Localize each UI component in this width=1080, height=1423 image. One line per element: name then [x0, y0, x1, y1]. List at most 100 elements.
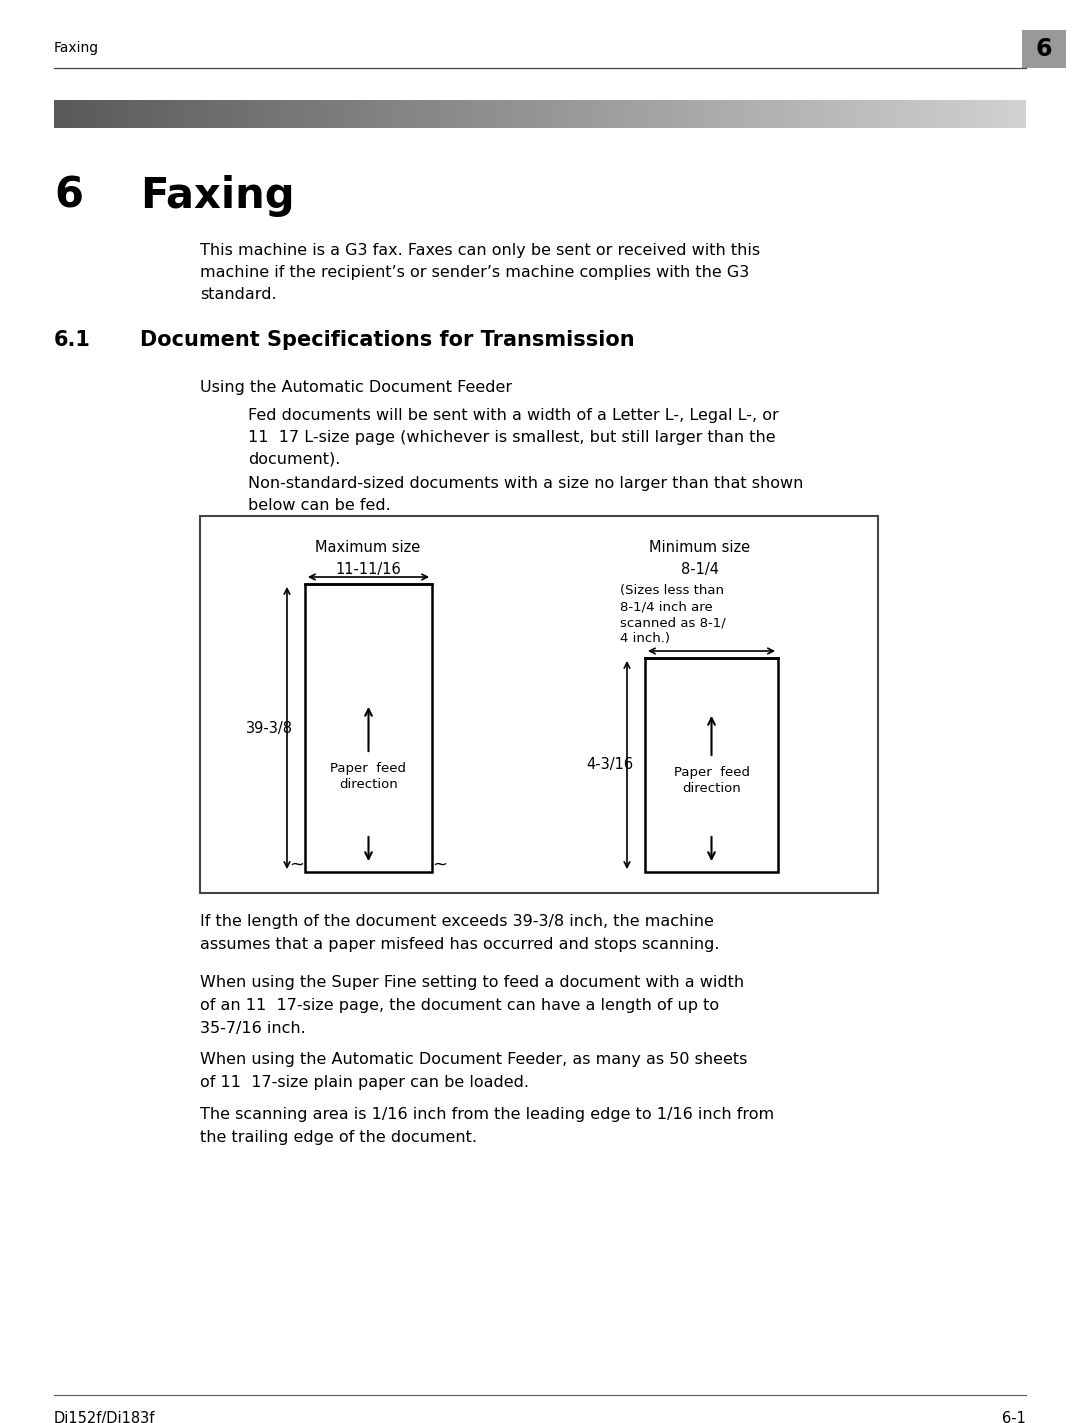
Bar — [660, 100, 663, 128]
Bar — [780, 100, 783, 128]
Bar — [167, 100, 171, 128]
Bar — [968, 100, 971, 128]
Bar — [987, 100, 990, 128]
Bar — [135, 100, 138, 128]
Bar — [663, 100, 666, 128]
Bar — [226, 100, 229, 128]
Bar — [508, 100, 511, 128]
Bar — [848, 100, 851, 128]
Bar — [909, 100, 913, 128]
Bar — [427, 100, 430, 128]
Bar — [174, 100, 177, 128]
Text: 6-1: 6-1 — [1002, 1412, 1026, 1423]
Bar — [819, 100, 822, 128]
Text: 4-3/16: 4-3/16 — [585, 757, 633, 773]
Bar — [1000, 100, 1003, 128]
Bar — [741, 100, 744, 128]
Bar — [106, 100, 109, 128]
Bar — [845, 100, 848, 128]
Bar — [187, 100, 190, 128]
Bar — [734, 100, 738, 128]
Bar — [981, 100, 984, 128]
Bar — [517, 100, 521, 128]
Bar — [835, 100, 838, 128]
Bar — [874, 100, 877, 128]
Bar — [611, 100, 615, 128]
Bar — [359, 100, 362, 128]
Bar — [177, 100, 180, 128]
Bar — [757, 100, 760, 128]
Bar — [942, 100, 945, 128]
Bar — [488, 100, 491, 128]
Bar — [154, 100, 158, 128]
Bar — [158, 100, 161, 128]
Bar — [994, 100, 997, 128]
Bar — [129, 100, 132, 128]
Text: Maximum size: Maximum size — [315, 539, 420, 555]
Bar — [997, 100, 1000, 128]
Bar — [287, 100, 291, 128]
Bar — [73, 100, 77, 128]
Bar — [647, 100, 650, 128]
Bar — [482, 100, 485, 128]
Bar — [216, 100, 219, 128]
Bar — [725, 100, 728, 128]
Bar — [64, 100, 67, 128]
Bar — [465, 100, 469, 128]
Bar — [206, 100, 210, 128]
Bar — [524, 100, 527, 128]
Bar — [219, 100, 222, 128]
Bar — [323, 100, 326, 128]
Text: 6: 6 — [54, 175, 83, 216]
Bar — [666, 100, 670, 128]
Bar — [222, 100, 226, 128]
Text: document).: document). — [248, 453, 340, 467]
Bar — [932, 100, 935, 128]
Bar — [388, 100, 391, 128]
Bar — [329, 100, 333, 128]
Bar — [300, 100, 303, 128]
Bar — [767, 100, 770, 128]
Bar — [796, 100, 799, 128]
Bar — [60, 100, 64, 128]
Bar — [634, 100, 637, 128]
Bar — [122, 100, 125, 128]
Bar — [653, 100, 657, 128]
Bar — [770, 100, 773, 128]
Bar — [404, 100, 407, 128]
Bar — [368, 100, 372, 128]
Text: 11  17 L-size page (whichever is smallest, but still larger than the: 11 17 L-size page (whichever is smallest… — [248, 430, 775, 445]
Bar — [624, 100, 627, 128]
Bar — [832, 100, 835, 128]
Bar — [268, 100, 271, 128]
Bar — [1003, 100, 1007, 128]
Bar — [210, 100, 213, 128]
Bar — [307, 100, 310, 128]
Bar — [235, 100, 239, 128]
Bar — [485, 100, 488, 128]
Bar — [498, 100, 501, 128]
Bar — [125, 100, 129, 128]
Bar — [83, 100, 86, 128]
Bar — [721, 100, 725, 128]
Bar — [922, 100, 926, 128]
Bar — [945, 100, 948, 128]
Bar — [579, 100, 582, 128]
Bar — [893, 100, 896, 128]
Bar — [631, 100, 634, 128]
Text: 4 inch.): 4 inch.) — [620, 632, 670, 645]
Bar — [294, 100, 297, 128]
Bar — [365, 100, 368, 128]
Bar — [569, 100, 572, 128]
Bar — [689, 100, 692, 128]
Bar — [193, 100, 197, 128]
Bar — [96, 100, 99, 128]
Bar — [887, 100, 890, 128]
Bar — [676, 100, 679, 128]
Bar — [815, 100, 819, 128]
Bar — [1013, 100, 1016, 128]
Bar — [103, 100, 106, 128]
Bar — [436, 100, 440, 128]
Bar — [644, 100, 647, 128]
Bar — [284, 100, 287, 128]
